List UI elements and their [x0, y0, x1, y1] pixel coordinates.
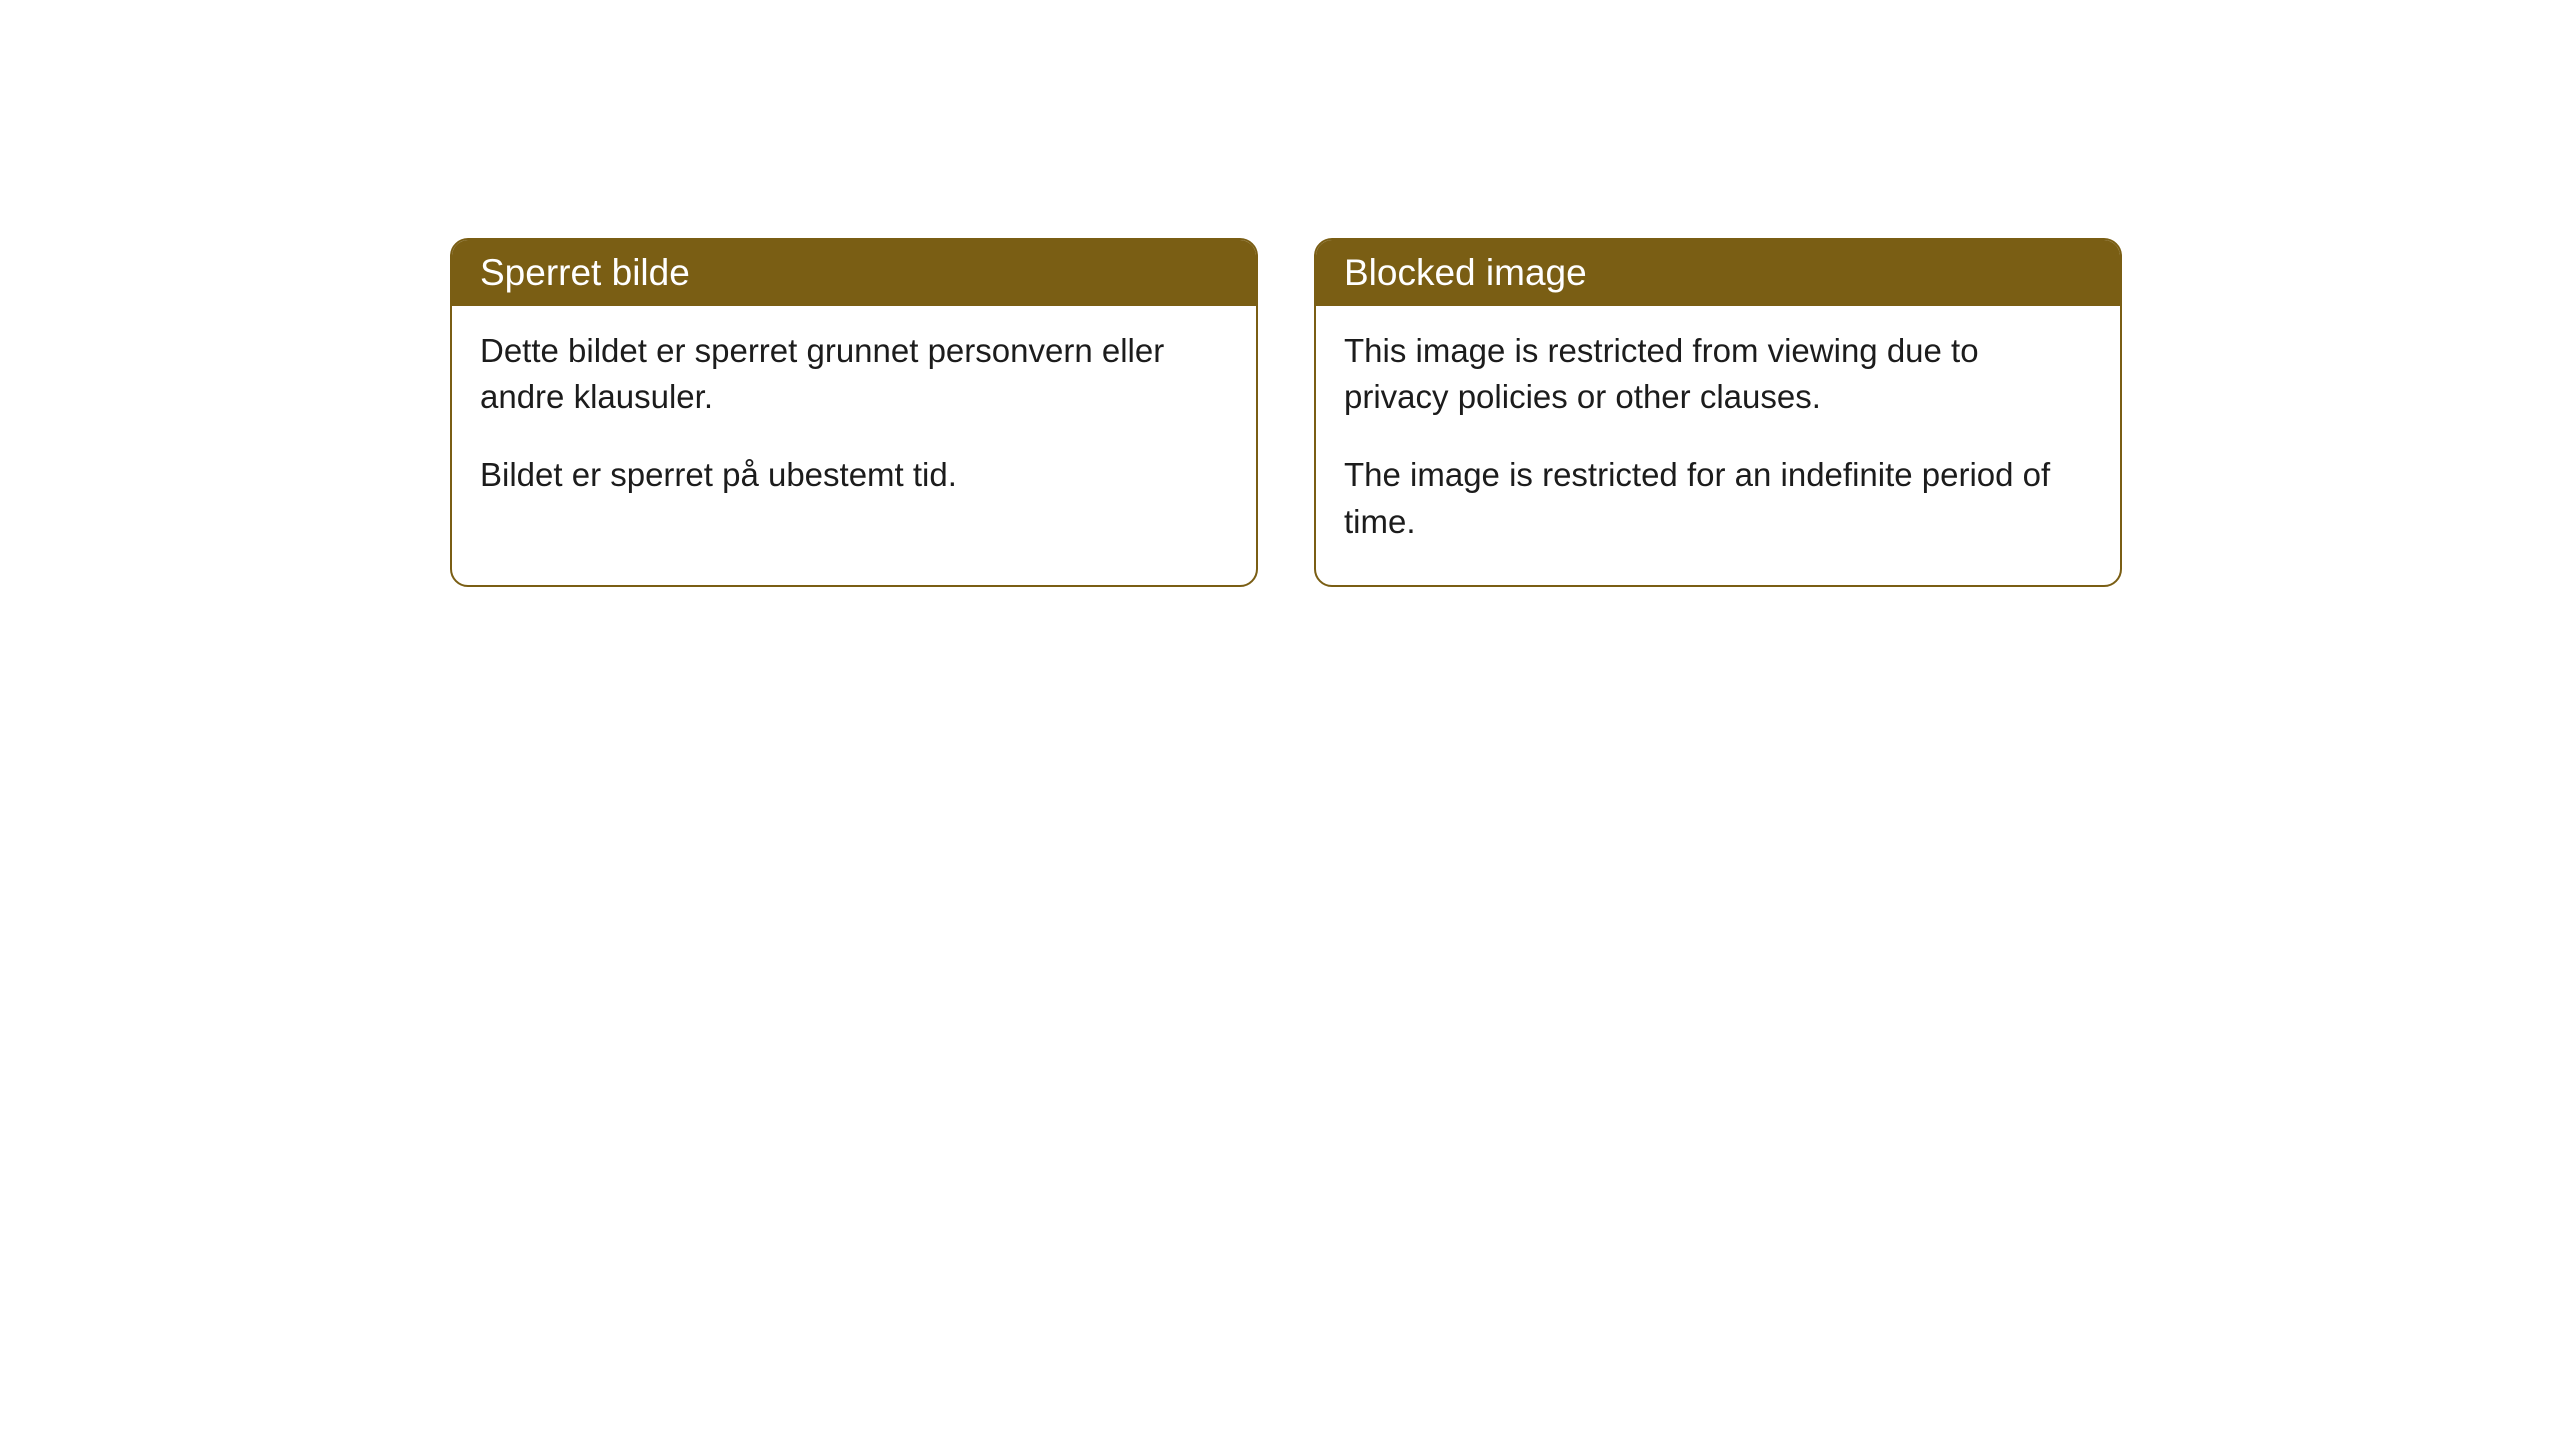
notice-header-norwegian: Sperret bilde — [452, 240, 1256, 306]
notice-cards-container: Sperret bilde Dette bildet er sperret gr… — [450, 238, 2122, 587]
notice-body-english: This image is restricted from viewing du… — [1316, 306, 2120, 585]
notice-header-english: Blocked image — [1316, 240, 2120, 306]
notice-body-norwegian: Dette bildet er sperret grunnet personve… — [452, 306, 1256, 539]
notice-card-norwegian: Sperret bilde Dette bildet er sperret gr… — [450, 238, 1258, 587]
notice-paragraph: The image is restricted for an indefinit… — [1344, 452, 2092, 544]
notice-paragraph: Dette bildet er sperret grunnet personve… — [480, 328, 1228, 420]
notice-title: Blocked image — [1344, 252, 1587, 293]
notice-paragraph: Bildet er sperret på ubestemt tid. — [480, 452, 1228, 498]
notice-title: Sperret bilde — [480, 252, 690, 293]
notice-card-english: Blocked image This image is restricted f… — [1314, 238, 2122, 587]
notice-paragraph: This image is restricted from viewing du… — [1344, 328, 2092, 420]
